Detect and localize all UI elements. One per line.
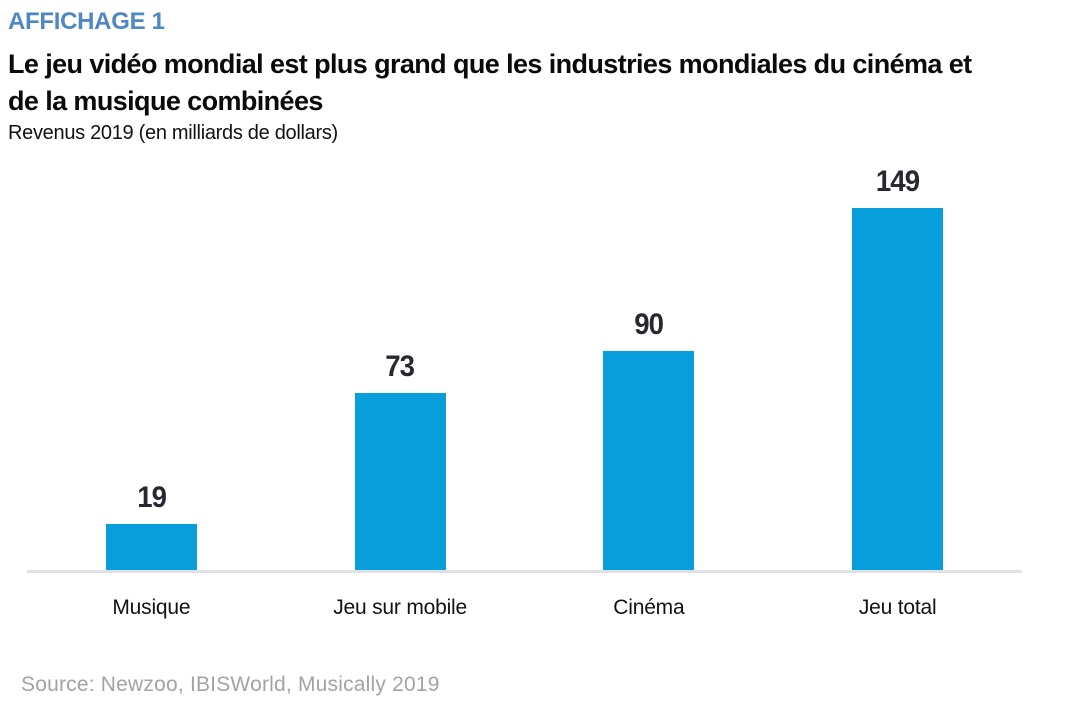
bar-value-label: 149 (875, 165, 920, 198)
bar-chart-plot-area: 19 73 90 149 (27, 167, 1022, 573)
category-label: Jeu sur mobile (333, 596, 467, 619)
bar-group: 19 (27, 483, 276, 570)
chart-title-line-2: de la musique combinées (8, 86, 323, 116)
category-label: Musique (112, 596, 191, 619)
bar-value-label: 19 (136, 481, 167, 514)
source-note: Source: Newzoo, IBISWorld, Musically 201… (21, 673, 440, 696)
bar-group: 73 (276, 352, 525, 570)
chart-title-line-1: Le jeu vidéo mondial est plus grand que … (8, 49, 972, 79)
chart-subtitle: Revenus 2019 (en milliards de dollars) (8, 122, 338, 144)
category-label: Cinéma (613, 596, 685, 619)
bar (603, 351, 695, 570)
bar-value-label: 73 (385, 350, 416, 383)
bar-group: 90 (525, 310, 774, 570)
bar (354, 393, 446, 570)
category-label: Jeu total (858, 596, 937, 619)
bar-value-label: 90 (634, 308, 664, 341)
bar (852, 208, 944, 570)
bar-group: 149 (773, 167, 1022, 570)
chart-title: Le jeu vidéo mondial est plus grand que … (8, 46, 1068, 120)
bar (105, 524, 197, 570)
category-axis: Musique Jeu sur mobile Cinéma Jeu total (27, 596, 1022, 620)
exhibit-kicker: AFFICHAGE 1 (8, 8, 165, 35)
